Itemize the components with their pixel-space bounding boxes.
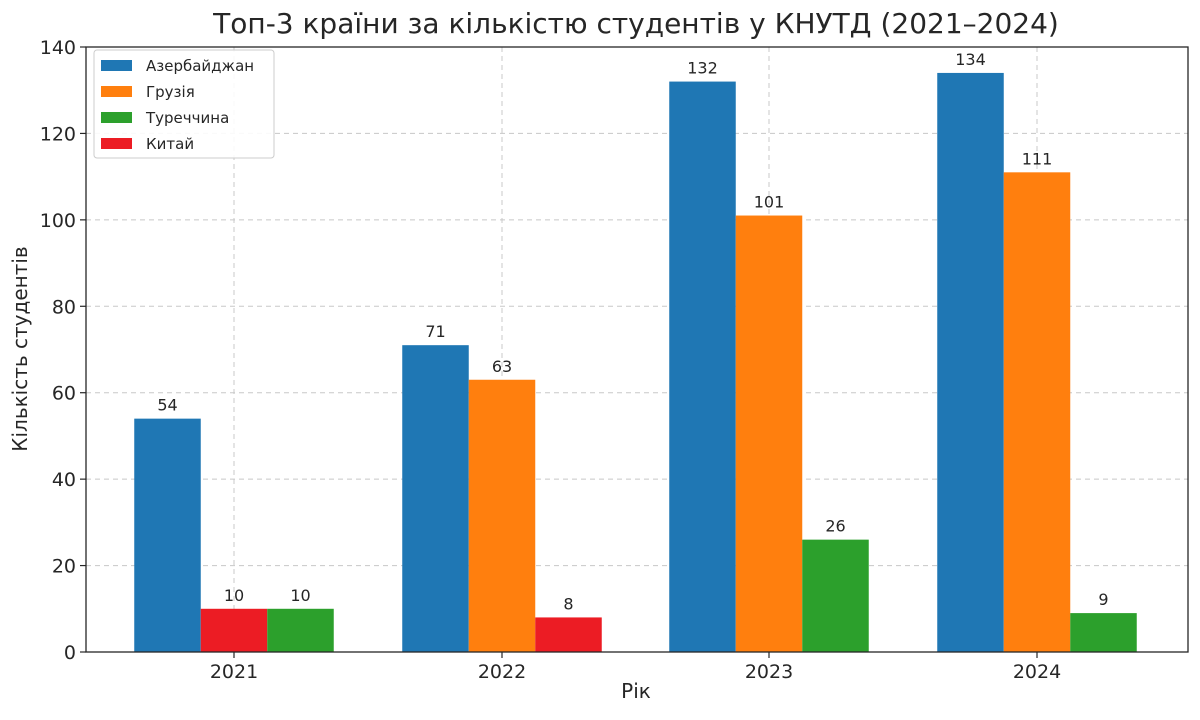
x-tick-label: 2022 xyxy=(478,661,526,683)
bar-value-label: 8 xyxy=(563,594,573,613)
bar-value-label: 101 xyxy=(754,193,785,212)
bar-2021-туреччина xyxy=(267,608,334,652)
bar-value-label: 54 xyxy=(157,396,177,415)
bar-2021-азербайджан xyxy=(134,418,201,652)
y-tick-label: 100 xyxy=(40,210,76,232)
y-axis-ticks: 0 20 40 60 80 100 120 140 xyxy=(40,37,86,664)
bar-2024-азербайджан xyxy=(937,72,1004,652)
y-tick-label: 20 xyxy=(52,556,76,578)
bar-2024-грузія xyxy=(1003,172,1071,653)
y-tick-label: 60 xyxy=(52,383,76,405)
x-tick-label: 2021 xyxy=(210,661,258,683)
x-axis-label: Рік xyxy=(621,679,651,703)
legend-label: Грузія xyxy=(146,83,195,101)
legend-swatch-азербайджан xyxy=(101,60,132,71)
plot-frame xyxy=(85,46,1189,653)
bar-value-label: 111 xyxy=(1022,149,1053,168)
bar-value-label: 9 xyxy=(1098,590,1108,609)
x-tick-label: 2024 xyxy=(1013,661,1061,683)
bar-2022-грузія xyxy=(468,379,536,652)
data-labels: 54 10 10 71 63 8 132 101 26 134 111 9 xyxy=(157,50,1108,614)
legend-swatch-туреччина xyxy=(101,112,132,123)
bar-2024-туреччина xyxy=(1070,613,1137,652)
bar-value-label: 10 xyxy=(290,586,310,605)
bar-value-label: 134 xyxy=(955,50,986,69)
y-tick-label: 40 xyxy=(52,469,76,491)
y-tick-label: 0 xyxy=(64,642,76,664)
bar-value-label: 26 xyxy=(825,517,845,536)
bar-value-label: 71 xyxy=(425,322,445,341)
legend-swatch-китай xyxy=(101,138,132,149)
legend-label: Китай xyxy=(146,135,194,153)
legend-swatch-грузія xyxy=(101,86,132,97)
x-axis-ticks: 2021 2022 2023 2024 xyxy=(210,652,1061,683)
bar-2022-китай xyxy=(535,617,602,652)
bar-2023-азербайджан xyxy=(669,81,736,653)
legend-box xyxy=(93,49,275,159)
bar-2023-грузія xyxy=(735,215,803,653)
y-tick-label: 120 xyxy=(40,123,76,145)
bar-value-label: 132 xyxy=(687,59,718,78)
y-tick-label: 140 xyxy=(40,37,76,59)
x-tick-label: 2023 xyxy=(745,661,793,683)
chart-title: Топ-3 країни за кількістю студентів у КН… xyxy=(212,7,1059,40)
y-axis-label: Кількість студентів xyxy=(8,246,32,451)
legend: Азербайджан Грузія Туреччина Китай xyxy=(93,49,275,159)
axes xyxy=(85,46,1189,653)
legend-label: Азербайджан xyxy=(146,57,254,75)
y-tick-label: 80 xyxy=(52,296,76,318)
bars xyxy=(134,72,1137,653)
bar-2021-китай xyxy=(200,608,268,652)
bar-value-label: 10 xyxy=(224,586,244,605)
bar-value-label: 63 xyxy=(492,357,512,376)
legend-label: Туреччина xyxy=(145,109,229,127)
bar-2022-азербайджан xyxy=(402,345,469,652)
bar-2023-туреччина xyxy=(802,539,869,652)
